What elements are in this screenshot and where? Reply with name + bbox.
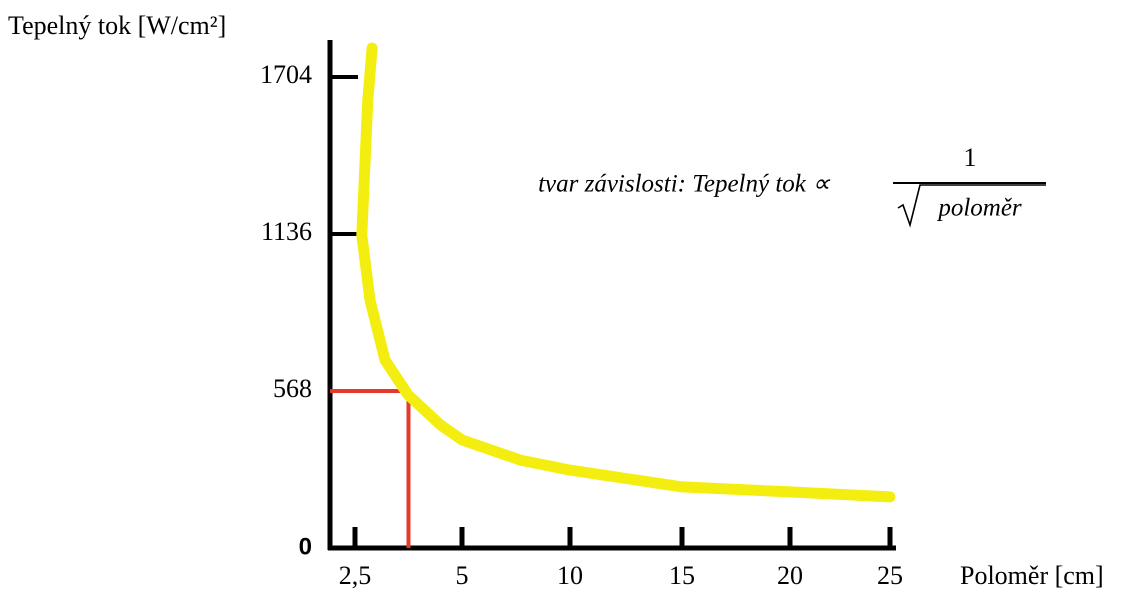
annotation-denominator: poloměr bbox=[936, 195, 1022, 222]
y-axis-title: Tepelný tok [W/cm²] bbox=[8, 11, 226, 40]
x-tick-label: 20 bbox=[777, 561, 803, 590]
x-tick-label: 10 bbox=[557, 561, 583, 590]
x-tick-label: 25 bbox=[877, 561, 903, 590]
annotation-numerator: 1 bbox=[964, 143, 977, 172]
x-tick-label: 15 bbox=[669, 561, 695, 590]
y-tick-label: 568 bbox=[273, 374, 312, 403]
x-tick-label: 2,5 bbox=[339, 561, 372, 590]
y-tick-label: 0 bbox=[299, 533, 312, 560]
sqrt-sign bbox=[897, 184, 1046, 228]
y-tick-label: 1136 bbox=[261, 217, 312, 246]
x-axis-title: Poloměr [cm] bbox=[960, 561, 1104, 590]
curve bbox=[356, 42, 896, 503]
annotation: tvar závislosti: Tepelný tok ∝ bbox=[538, 171, 831, 198]
x-tick-label: 5 bbox=[456, 561, 469, 590]
y-tick-label: 1704 bbox=[260, 60, 312, 89]
